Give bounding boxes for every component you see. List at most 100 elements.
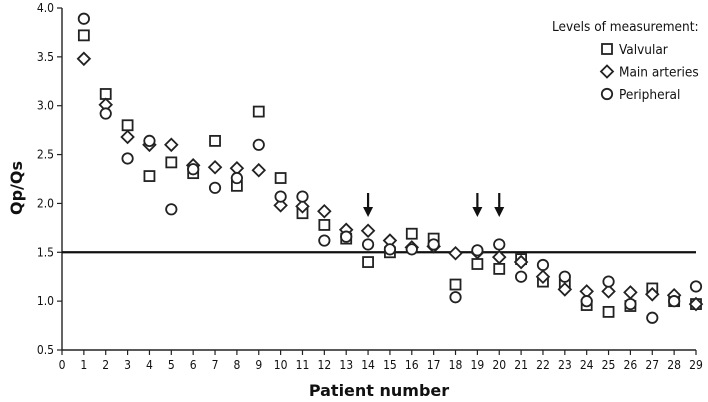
x-tick-label: 25 (602, 358, 616, 372)
square-point (165, 156, 178, 169)
diamond-point (273, 198, 288, 213)
square-point (405, 227, 418, 240)
x-tick-label: 27 (645, 358, 659, 372)
y-tick-label: 3.0 (37, 99, 54, 113)
x-tick-label: 16 (405, 358, 419, 372)
circle-point (405, 243, 418, 256)
circle-point (208, 181, 222, 194)
x-tick-label: 6 (190, 358, 197, 372)
x-tick-label: 23 (558, 358, 572, 372)
diamond-point (557, 282, 573, 297)
x-tick-label: 28 (667, 358, 681, 372)
diamond-point (601, 284, 616, 299)
circle-point (340, 230, 353, 243)
circle-point (383, 243, 397, 256)
circle-point (515, 270, 528, 283)
square-point (252, 105, 265, 118)
square-point (471, 258, 484, 270)
y-tick-label: 2.0 (37, 196, 54, 210)
legend-item: Valvular (601, 42, 668, 58)
arrow-marker (363, 193, 374, 217)
circle-point (427, 238, 440, 251)
x-tick-label: 10 (274, 358, 288, 372)
x-tick-label: 2 (102, 358, 109, 372)
square-point (449, 278, 462, 291)
x-tick-label: 0 (59, 358, 66, 372)
legend-square-icon (601, 43, 613, 55)
circle-point (121, 152, 134, 165)
diamond-point (295, 199, 310, 214)
circle-point (580, 295, 593, 308)
x-tick-label: 14 (361, 358, 375, 372)
x-tick-label: 8 (233, 358, 240, 372)
legend-diamond-icon (599, 64, 615, 79)
circle-point (493, 238, 506, 251)
circle-point (668, 295, 681, 308)
x-tick-label: 29 (689, 358, 703, 372)
diamond-point (76, 51, 92, 67)
diamond-point (535, 269, 551, 284)
legend-label: Peripheral (619, 87, 680, 103)
square-point (121, 119, 134, 132)
arrow-marker (494, 193, 505, 217)
diamond-point (360, 223, 376, 239)
circle-point (252, 138, 265, 151)
circle-point (165, 203, 178, 216)
circle-point (449, 291, 462, 304)
diamond-point (688, 296, 704, 312)
legend-label: Main arteries (619, 65, 699, 81)
x-tick-label: 7 (212, 358, 219, 372)
circle-point (602, 275, 615, 288)
square-point (602, 305, 615, 318)
arrow-marker (472, 193, 483, 217)
arrow-head (494, 207, 505, 217)
circle-point (296, 190, 309, 203)
circle-point (361, 238, 375, 251)
square-point (143, 170, 156, 182)
series-peripheral (77, 12, 703, 324)
y-tick-label: 2.5 (37, 148, 54, 162)
circle-point (558, 270, 571, 283)
legend-label: Valvular (619, 42, 668, 58)
circle-point (471, 244, 484, 257)
legend-item: Peripheral (600, 87, 680, 103)
x-tick-label: 1 (80, 358, 87, 372)
x-tick-label: 21 (514, 358, 528, 372)
diamond-point (448, 245, 463, 261)
x-tick-label: 26 (624, 358, 638, 372)
x-tick-label: 5 (168, 358, 175, 372)
legend-title: Levels of measurement: (552, 19, 699, 35)
x-tick-label: 9 (255, 358, 262, 372)
x-tick-label: 22 (536, 358, 550, 372)
diamond-point (513, 254, 529, 270)
square-point (362, 256, 374, 268)
legend-circle-icon (600, 87, 614, 101)
x-tick-label: 4 (146, 358, 153, 372)
circle-point (318, 234, 331, 247)
diamond-point (491, 249, 507, 265)
y-axis-title: Qp/Qs (7, 161, 26, 215)
square-point (77, 29, 90, 42)
diamond-point (317, 203, 332, 219)
circle-point (143, 134, 156, 147)
x-tick-label: 20 (492, 358, 506, 372)
circle-point (689, 280, 703, 293)
y-tick-label: 3.5 (37, 50, 54, 64)
x-tick-label: 11 (296, 358, 310, 372)
arrow-head (472, 207, 483, 217)
legend-item: Main arteries (599, 64, 699, 81)
circle-point (624, 297, 637, 311)
circle-point (77, 12, 90, 25)
square-point (318, 219, 331, 231)
x-tick-label: 13 (339, 358, 353, 372)
y-tick-label: 4.0 (37, 1, 54, 15)
x-tick-label: 18 (449, 358, 463, 372)
y-tick-label: 0.5 (37, 343, 54, 357)
diamond-point (623, 285, 638, 300)
arrow-head (363, 207, 374, 217)
x-tick-label: 19 (471, 358, 485, 372)
square-point (209, 134, 221, 147)
circle-point (536, 258, 550, 272)
circle-point (99, 107, 112, 120)
